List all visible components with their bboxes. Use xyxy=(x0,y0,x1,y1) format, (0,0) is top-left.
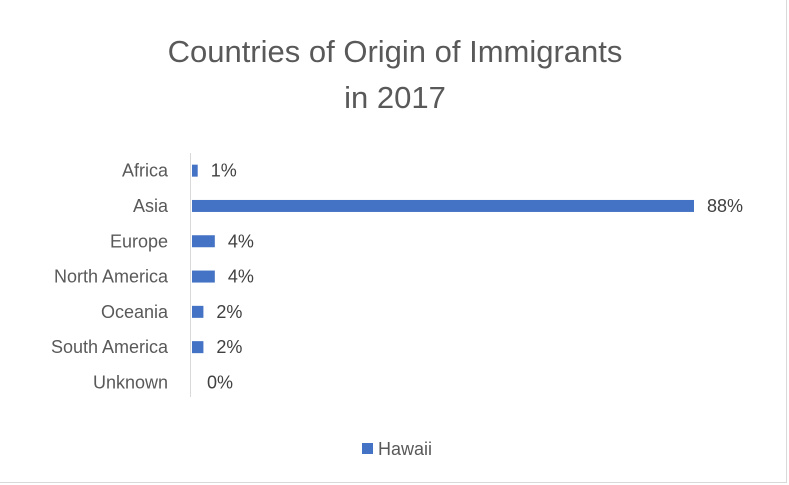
bars-group: Africa 1% Asia 88% Europe 4% North America 4% Oc… xyxy=(51,161,743,393)
category-tick-label: South America xyxy=(51,337,169,357)
data-label: 2% xyxy=(216,302,242,322)
category-tick-label: Asia xyxy=(133,196,169,216)
bar xyxy=(192,305,204,318)
chart-title-line-1: Countries of Origin of Immigrants xyxy=(168,34,623,69)
category-tick-label: Oceania xyxy=(101,302,169,322)
bar xyxy=(192,341,204,354)
legend-label: Hawaii xyxy=(378,439,432,459)
data-label: 4% xyxy=(228,267,254,287)
data-label: 0% xyxy=(207,372,233,392)
data-label: 88% xyxy=(707,196,743,216)
category-tick-label: Unknown xyxy=(93,372,168,392)
category-tick-label: Africa xyxy=(122,161,169,181)
legend-swatch xyxy=(362,443,373,454)
bar xyxy=(192,199,694,212)
category-tick-label: Europe xyxy=(110,231,168,251)
legend: Hawaii xyxy=(362,439,432,459)
category-tick-label: North America xyxy=(54,267,169,287)
bar xyxy=(192,235,215,248)
bar xyxy=(192,270,215,283)
data-label: 2% xyxy=(216,337,242,357)
bar xyxy=(192,164,198,177)
data-label: 4% xyxy=(228,231,254,251)
data-label: 1% xyxy=(211,161,237,181)
chart-title-line-2: in 2017 xyxy=(344,80,446,115)
